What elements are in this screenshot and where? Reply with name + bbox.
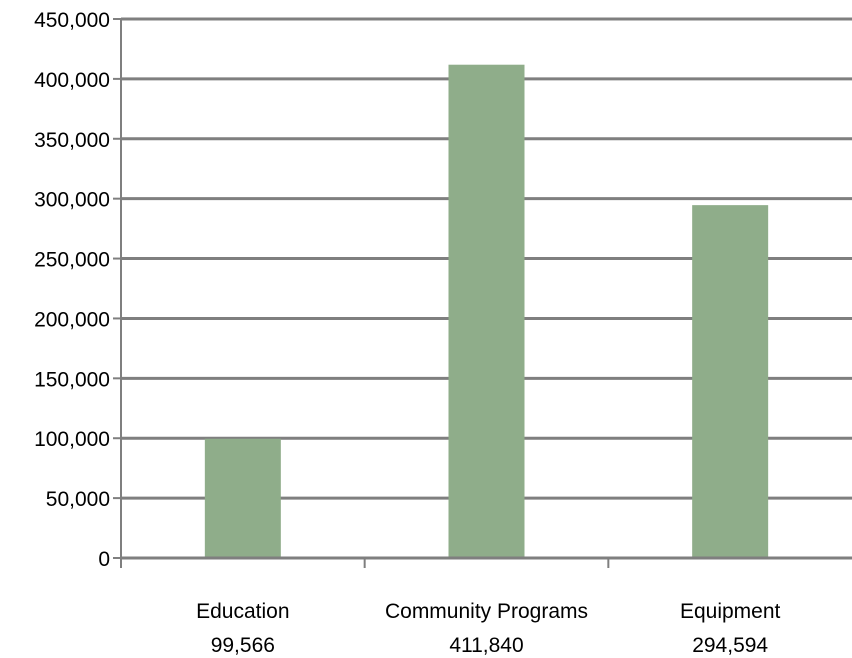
y-tick-label: 200,000: [34, 308, 110, 331]
bar-equipment: [692, 205, 769, 558]
x-value-label: 99,566: [211, 634, 275, 657]
y-tick-label: 150,000: [34, 368, 110, 391]
bars: [204, 64, 769, 558]
y-tick-label: 50,000: [46, 488, 110, 511]
y-tick-labels: 0 50,000 100,000 150,000 200,000 250,000 300,0…: [34, 9, 110, 571]
x-category-label: Equipment: [680, 600, 781, 623]
y-tick-label: 400,000: [34, 69, 110, 92]
axes: [113, 18, 852, 568]
y-tick-label: 100,000: [34, 428, 110, 451]
bar-community-programs: [448, 64, 525, 558]
y-tick-label: 350,000: [34, 129, 110, 152]
y-tick-label: 0: [98, 548, 110, 571]
y-tick-label: 250,000: [34, 249, 110, 272]
x-category-label: Education: [196, 600, 289, 623]
x-category-labels: Education 99,566 Community Programs 411,840…: [196, 600, 780, 657]
x-category-label: Community Programs: [385, 600, 588, 623]
x-value-label: 294,594: [692, 634, 768, 657]
bar-education: [204, 438, 281, 558]
y-tick-label: 450,000: [34, 9, 110, 32]
x-value-label: 411,840: [449, 634, 523, 657]
y-tick-label: 300,000: [34, 189, 110, 212]
